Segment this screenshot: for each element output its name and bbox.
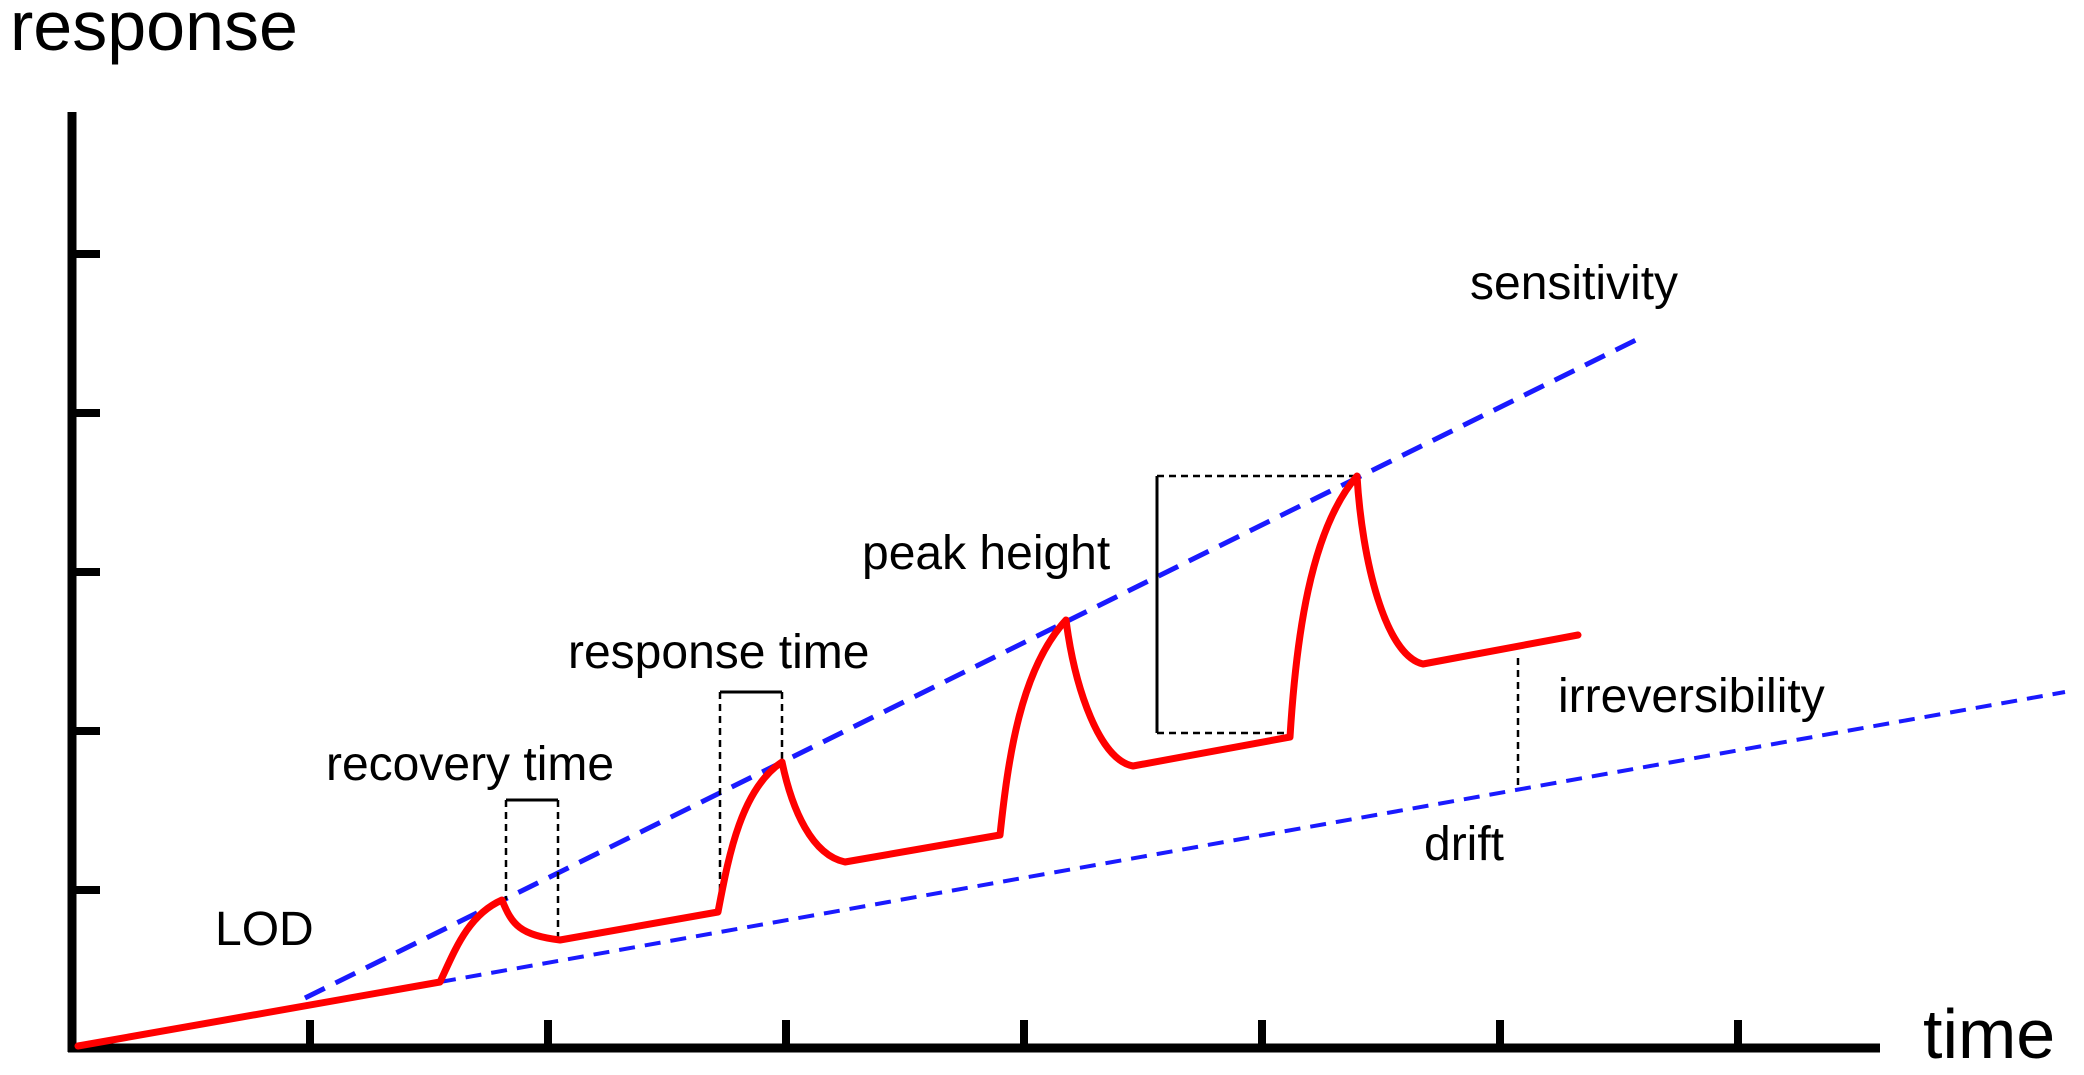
recovery-time-bracket [504,798,560,938]
sensitivity-line [303,335,1642,1001]
response-signal [74,472,1582,1050]
response-time-bracket [718,690,784,910]
x-axis-title: time [1923,995,2055,1073]
x-axis-ticks [306,1020,1742,1048]
axes [67,112,1880,1053]
irreversibility-label: irreversibility [1558,670,1825,723]
peak-height-label: peak height [862,527,1110,580]
annotation-markers [504,474,1520,938]
response-time-label: response time [568,626,869,679]
y-axis-ticks [72,250,100,894]
drift-line [439,690,2066,984]
drift-label: drift [1424,818,1504,871]
y-axis-title: response [10,0,298,65]
recovery-time-label: recovery time [326,738,614,791]
sensitivity-label: sensitivity [1470,257,1678,310]
peak-height-bracket [1155,474,1357,735]
lod-label: LOD [215,903,314,956]
